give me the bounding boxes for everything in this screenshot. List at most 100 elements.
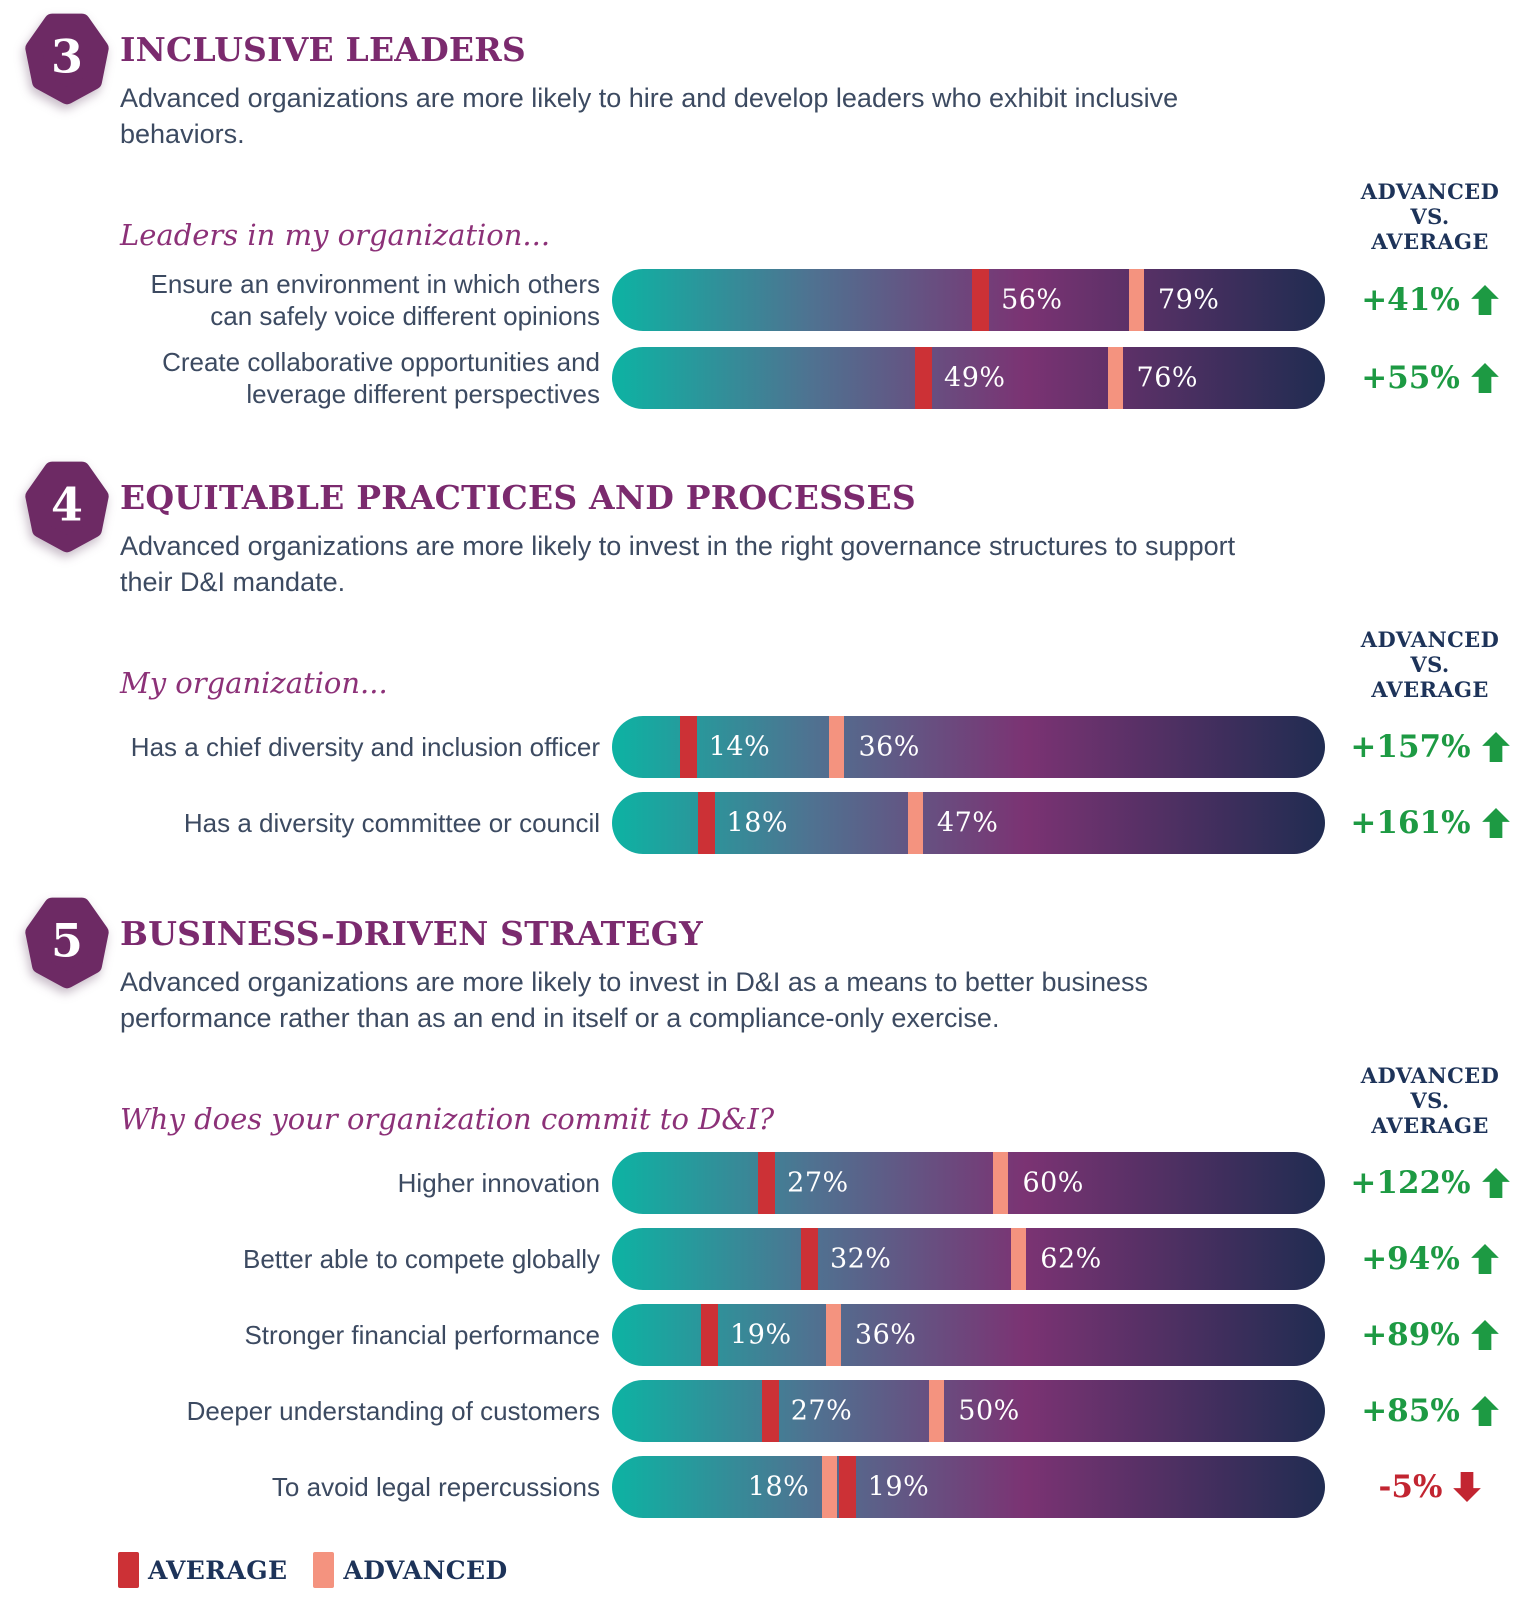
prompt-row: Leaders in my organization... ADVANCED V… bbox=[120, 179, 1535, 254]
prompt-row: Why does your organization commit to D&I… bbox=[120, 1063, 1535, 1138]
sections: 3 INCLUSIVE LEADERS Advanced organizatio… bbox=[0, 8, 1535, 1518]
average-percent-label: 56% bbox=[1001, 284, 1063, 316]
section-number-badge: 5 bbox=[0, 892, 120, 1518]
delta-value: +41% bbox=[1361, 282, 1460, 318]
average-percent-label: 19% bbox=[730, 1319, 792, 1351]
delta-value: -5% bbox=[1378, 1469, 1443, 1505]
up-arrow-icon bbox=[1470, 1244, 1499, 1274]
down-arrow-icon bbox=[1453, 1472, 1482, 1502]
average-percent-label: 27% bbox=[787, 1167, 849, 1199]
delta-value: +55% bbox=[1361, 360, 1460, 396]
advanced-marker bbox=[822, 1456, 838, 1518]
advanced-marker bbox=[993, 1152, 1009, 1214]
average-marker bbox=[761, 1380, 779, 1442]
comparison-header-line: AVERAGE bbox=[1371, 1113, 1489, 1138]
delta-value: +94% bbox=[1361, 1241, 1460, 1277]
section-number-badge: 3 bbox=[0, 8, 120, 410]
bar-category-label: To avoid legal repercussions bbox=[271, 1472, 600, 1502]
comparison-header-line: VS. bbox=[1410, 1088, 1450, 1113]
section-title: EQUITABLE PRACTICES AND PROCESSES bbox=[120, 478, 916, 517]
legend: AVERAGE ADVANCED bbox=[118, 1552, 1535, 1588]
comparison-header-line: AVERAGE bbox=[1371, 677, 1489, 702]
advanced-percent-label: 62% bbox=[1040, 1243, 1102, 1275]
section-number: 5 bbox=[51, 913, 83, 967]
advanced-marker bbox=[825, 1304, 841, 1366]
section-description: Advanced organizations are more likely t… bbox=[120, 531, 1236, 597]
delta-cell: +41% bbox=[1325, 282, 1535, 318]
average-marker bbox=[758, 1152, 776, 1214]
up-arrow-icon bbox=[1470, 1396, 1499, 1426]
section-description: Advanced organizations are more likely t… bbox=[120, 83, 1179, 149]
comparison-header-line: ADVANCED bbox=[1360, 179, 1500, 204]
gradient-bar: 27% 60% bbox=[612, 1152, 1325, 1214]
delta-cell: -5% bbox=[1325, 1469, 1535, 1505]
bar-category-label: Stronger financial performance bbox=[244, 1320, 600, 1350]
advanced-percent-label: 36% bbox=[854, 1319, 917, 1351]
prompt-row: My organization... ADVANCED VS. AVERAGE bbox=[120, 627, 1535, 702]
delta-cell: +161% bbox=[1325, 805, 1535, 841]
bar-category-label: Has a chief diversity and inclusion offi… bbox=[130, 732, 600, 762]
delta-value: +157% bbox=[1350, 729, 1471, 765]
gradient-bar: 19% 36% bbox=[612, 1304, 1325, 1366]
legend-item-advanced: ADVANCED bbox=[313, 1552, 507, 1588]
delta-cell: +94% bbox=[1325, 1241, 1535, 1277]
section-content: EQUITABLE PRACTICES AND PROCESSES Advanc… bbox=[120, 456, 1535, 854]
section-description: Advanced organizations are more likely t… bbox=[120, 967, 1149, 1033]
legend-label-average: AVERAGE bbox=[148, 1555, 288, 1585]
average-percent-label: 32% bbox=[829, 1243, 892, 1275]
comparison-header-line: VS. bbox=[1410, 204, 1450, 229]
up-arrow-icon bbox=[1470, 1320, 1499, 1350]
gradient-bar: 56% 79% bbox=[612, 269, 1325, 331]
section-number: 3 bbox=[51, 29, 83, 83]
bar-row: Better able to compete globally 32% 62% +… bbox=[120, 1228, 1535, 1290]
advanced-marker bbox=[907, 792, 923, 854]
bar-row: Has a chief diversity and inclusion offi… bbox=[120, 716, 1535, 778]
bar-category-label: Ensure an environment in which others ca… bbox=[150, 269, 600, 331]
legend-label-advanced: ADVANCED bbox=[343, 1555, 508, 1585]
comparison-header-line: VS. bbox=[1410, 652, 1450, 677]
up-arrow-icon bbox=[1470, 363, 1499, 393]
bar-rows: Higher innovation 27% 60% +122% Better ab… bbox=[120, 1152, 1535, 1518]
delta-value: +161% bbox=[1350, 805, 1471, 841]
up-arrow-icon bbox=[1481, 808, 1510, 838]
comparison-header-line: ADVANCED bbox=[1360, 1063, 1500, 1088]
advanced-percent-label: 76% bbox=[1136, 362, 1199, 394]
bar-category-label: Create collaborative opportunities and l… bbox=[162, 347, 600, 409]
section-title: BUSINESS-DRIVEN STRATEGY bbox=[120, 914, 703, 953]
advanced-marker bbox=[1107, 347, 1123, 409]
up-arrow-icon bbox=[1470, 285, 1499, 315]
delta-cell: +89% bbox=[1325, 1317, 1535, 1353]
advanced-swatch-icon bbox=[313, 1552, 335, 1588]
advanced-percent-label: 18% bbox=[747, 1471, 810, 1503]
bar-rows: Has a chief diversity and inclusion offi… bbox=[120, 716, 1535, 854]
advanced-percent-label: 36% bbox=[858, 731, 920, 763]
advanced-vs-average-header: ADVANCED VS. AVERAGE bbox=[1325, 1063, 1535, 1138]
comparison-header-line: ADVANCED bbox=[1360, 627, 1500, 652]
average-percent-label: 19% bbox=[867, 1471, 930, 1503]
section-prompt: Leaders in my organization... bbox=[120, 218, 551, 252]
advanced-percent-label: 47% bbox=[936, 807, 999, 839]
bar-row: Ensure an environment in which others ca… bbox=[120, 268, 1535, 332]
delta-cell: +122% bbox=[1325, 1165, 1535, 1201]
advanced-percent-label: 60% bbox=[1022, 1167, 1084, 1199]
comparison-header-line: AVERAGE bbox=[1371, 229, 1489, 254]
bar-category-label: Deeper understanding of customers bbox=[186, 1396, 600, 1426]
advanced-percent-label: 50% bbox=[958, 1395, 1020, 1427]
bar-rows: Ensure an environment in which others ca… bbox=[120, 268, 1535, 410]
average-swatch-icon bbox=[118, 1552, 139, 1588]
gradient-bar: 18% 47% bbox=[612, 792, 1325, 854]
advanced-marker bbox=[1128, 269, 1144, 331]
average-percent-label: 18% bbox=[726, 807, 789, 839]
average-marker bbox=[800, 1228, 818, 1290]
gradient-bar: 27% 50% bbox=[612, 1380, 1325, 1442]
advanced-marker bbox=[829, 716, 845, 778]
section-content: INCLUSIVE LEADERS Advanced organizations… bbox=[120, 8, 1535, 410]
section-content: BUSINESS-DRIVEN STRATEGY Advanced organi… bbox=[120, 892, 1535, 1518]
advanced-vs-average-header: ADVANCED VS. AVERAGE bbox=[1325, 179, 1535, 254]
badge-hexagon-icon: 5 bbox=[25, 897, 109, 989]
advanced-vs-average-header: ADVANCED VS. AVERAGE bbox=[1325, 627, 1535, 702]
average-percent-label: 49% bbox=[944, 362, 1006, 394]
gradient-bar: 49% 76% bbox=[612, 347, 1325, 409]
gradient-bar: 18% 19% bbox=[612, 1456, 1325, 1518]
bar-category-label: Better able to compete globally bbox=[243, 1244, 600, 1274]
